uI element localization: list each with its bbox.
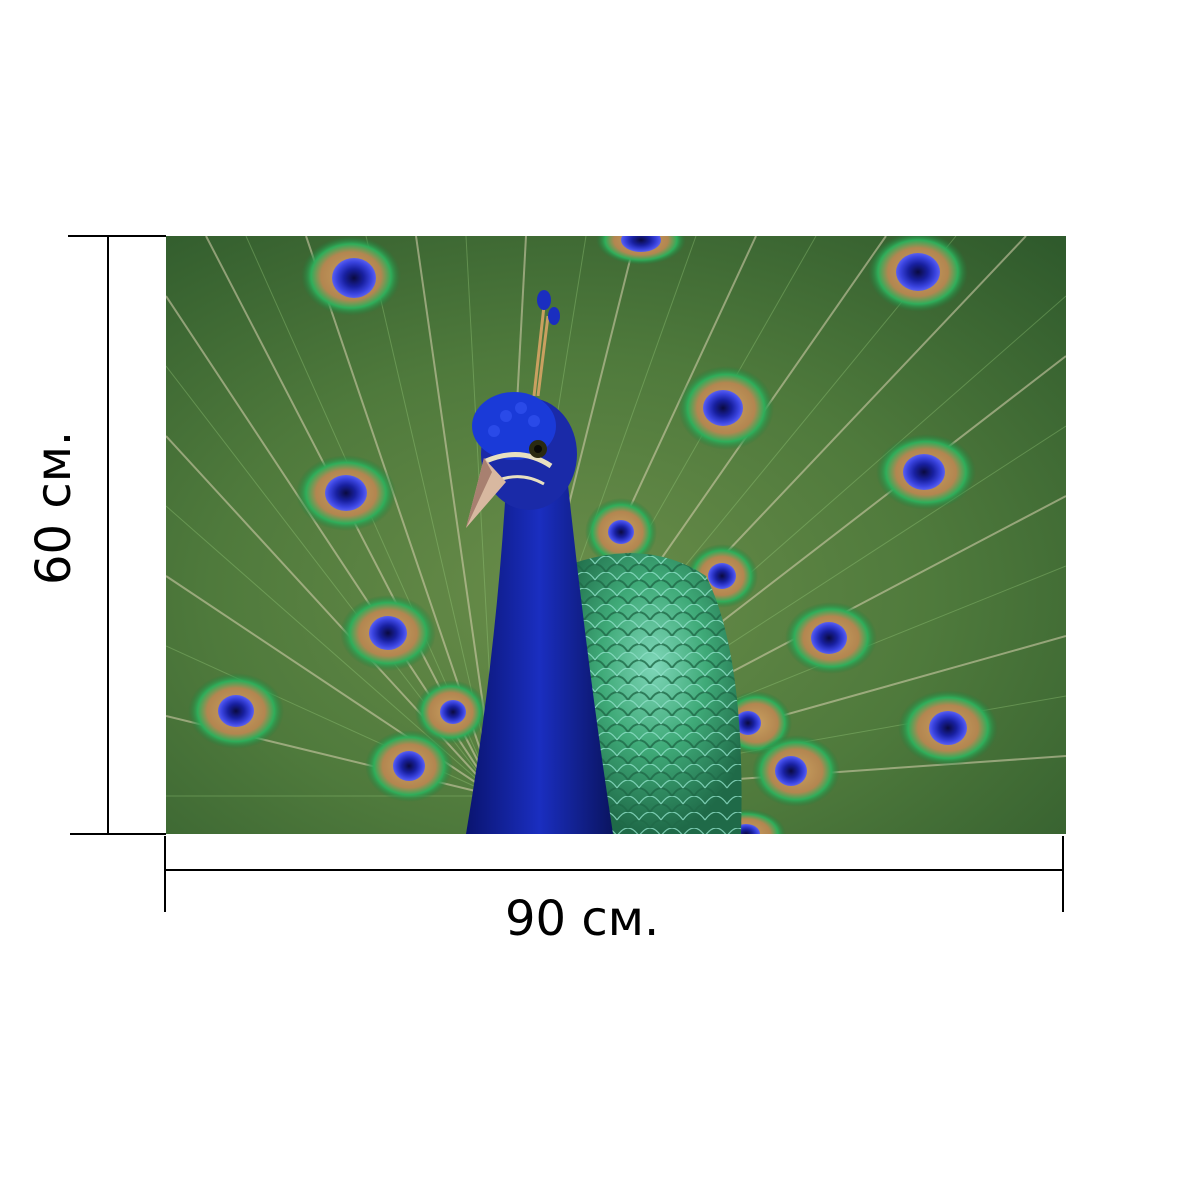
height-label: 60 см.	[26, 430, 82, 585]
width-dimension-right-tick	[1062, 836, 1064, 912]
width-label: 90 см.	[505, 891, 660, 947]
height-dimension-bottom-tick	[70, 833, 166, 835]
peacock-photo	[166, 236, 1066, 834]
width-dimension-left-tick	[164, 836, 166, 912]
height-dimension-line	[107, 236, 109, 834]
width-dimension-line	[166, 869, 1064, 871]
height-dimension-top-tick	[68, 235, 166, 237]
peacock-illustration	[166, 236, 1066, 834]
